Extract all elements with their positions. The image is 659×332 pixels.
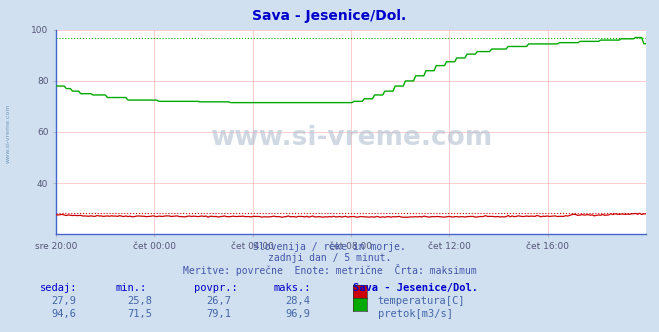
Text: sedaj:: sedaj:	[40, 283, 77, 293]
Text: 25,8: 25,8	[127, 296, 152, 306]
Text: www.si-vreme.com: www.si-vreme.com	[5, 103, 11, 163]
Text: 71,5: 71,5	[127, 309, 152, 319]
Text: min.:: min.:	[115, 283, 146, 293]
Text: Slovenija / reke in morje.: Slovenija / reke in morje.	[253, 242, 406, 252]
Text: zadnji dan / 5 minut.: zadnji dan / 5 minut.	[268, 253, 391, 263]
Text: 94,6: 94,6	[51, 309, 76, 319]
Text: 79,1: 79,1	[206, 309, 231, 319]
Text: pretok[m3/s]: pretok[m3/s]	[378, 309, 453, 319]
Text: www.si-vreme.com: www.si-vreme.com	[210, 125, 492, 151]
Text: 28,4: 28,4	[285, 296, 310, 306]
Text: temperatura[C]: temperatura[C]	[378, 296, 465, 306]
Text: Sava - Jesenice/Dol.: Sava - Jesenice/Dol.	[252, 9, 407, 23]
Text: 27,9: 27,9	[51, 296, 76, 306]
Text: povpr.:: povpr.:	[194, 283, 238, 293]
Text: 26,7: 26,7	[206, 296, 231, 306]
Text: Meritve: povrečne  Enote: metrične  Črta: maksimum: Meritve: povrečne Enote: metrične Črta: …	[183, 264, 476, 276]
Text: 96,9: 96,9	[285, 309, 310, 319]
Text: Sava - Jesenice/Dol.: Sava - Jesenice/Dol.	[353, 283, 478, 293]
Text: maks.:: maks.:	[273, 283, 311, 293]
